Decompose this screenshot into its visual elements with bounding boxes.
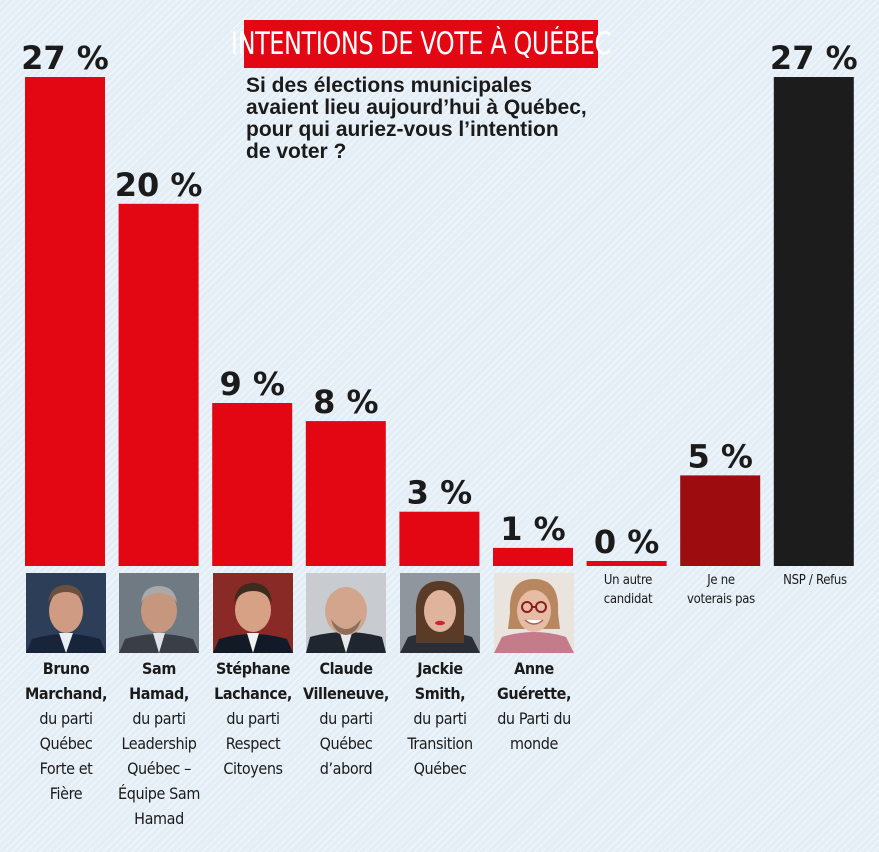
value-label-stephane-lachance: 9 % <box>219 365 284 403</box>
caption-anne-guerette: Anne Guérette, du Parti du monde <box>484 656 584 756</box>
photo-sam-hamad <box>119 573 199 653</box>
candidate-party: Citoyens <box>223 759 283 778</box>
candidate-party: du parti <box>319 709 373 728</box>
value-label-bruno-marchand: 27 % <box>21 39 109 77</box>
caption-bruno-marchand: Bruno Marchand, du parti Québec Forte et… <box>16 656 116 806</box>
subtitle-line: de voter ? <box>246 140 347 163</box>
candidate-party: du Parti du <box>497 709 571 728</box>
candidate-party: Équipe Sam <box>118 784 200 803</box>
photo-stephane-lachance <box>213 573 293 653</box>
caption-stephane-lachance: Stéphane Lachance, du parti Respect Cito… <box>203 656 303 781</box>
subtitle-line: Si des élections municipales <box>246 74 532 97</box>
candidate-party: Leadership <box>121 734 197 753</box>
caption-jackie-smith: Jackie Smith, du parti Transition Québec <box>390 656 490 781</box>
candidate-party: du parti <box>39 709 93 728</box>
value-label-anne-guerette: 1 % <box>500 510 565 548</box>
bar-je-ne-voterais-pas <box>680 475 761 566</box>
subtitle-line: avaient lieu aujourd’hui à Québec, <box>246 96 587 119</box>
label-nsp-refus: NSP / Refus <box>760 571 870 590</box>
photo-anne-guerette <box>494 573 574 653</box>
value-label-nsp-refus: 27 % <box>770 39 858 77</box>
value-label-un-autre-candidat: 0 % <box>594 523 659 561</box>
bar-nsp-refus <box>773 77 854 566</box>
photo-bruno-marchand <box>26 573 106 653</box>
candidate-name: Sam <box>142 659 176 678</box>
value-label-claude-villeneuve: 8 % <box>313 383 378 421</box>
candidate-party: Forte et <box>39 759 93 778</box>
candidate-party: Québec <box>39 734 93 753</box>
photo-jackie-smith <box>400 573 480 653</box>
candidate-name: Hamad, <box>129 684 189 703</box>
candidate-name: Bruno <box>42 659 90 678</box>
category-label: NSP / Refus <box>783 573 847 588</box>
title-banner: INTENTIONS DE VOTE À QUÉBEC <box>231 20 611 68</box>
category-label: candidat <box>603 592 653 607</box>
candidate-party: Québec <box>319 734 373 753</box>
candidate-name: Smith, <box>414 684 466 703</box>
candidate-party: du parti <box>413 709 467 728</box>
bar-un-autre-candidat <box>586 561 667 566</box>
bar-sam-hamad <box>118 203 199 567</box>
candidate-party: Hamad <box>134 809 184 828</box>
bar-stephane-lachance <box>212 403 293 566</box>
photo-claude-villeneuve <box>306 573 386 653</box>
label-would-not-vote: Je ne voterais pas <box>666 571 776 609</box>
candidate-party: Respect <box>225 734 281 753</box>
value-label-je-ne-voterais-pas: 5 % <box>687 437 752 475</box>
candidate-name: Jackie <box>417 659 463 678</box>
chart-title: INTENTIONS DE VOTE À QUÉBEC <box>231 26 611 62</box>
bar-jackie-smith <box>399 511 480 566</box>
category-label: Un autre <box>603 573 653 588</box>
category-label: voterais pas <box>687 592 755 607</box>
subtitle-line: pour qui auriez-vous l’intention <box>246 118 559 141</box>
candidate-party: Transition <box>407 734 473 753</box>
candidate-name: Claude <box>319 659 373 678</box>
bar-anne-guerette <box>493 547 573 566</box>
bar-claude-villeneuve <box>305 421 386 566</box>
value-label-sam-hamad: 20 % <box>115 166 203 204</box>
value-label-jackie-smith: 3 % <box>407 474 472 512</box>
candidate-name: Guérette, <box>496 684 572 703</box>
caption-sam-hamad: Sam Hamad, du parti Leadership Québec – … <box>109 656 209 831</box>
candidate-name: Lachance, <box>214 684 292 703</box>
chart-subtitle: Si des élections municipales avaient lie… <box>246 75 646 163</box>
candidate-party: du parti <box>132 709 186 728</box>
candidate-party: du parti <box>226 709 280 728</box>
candidate-name: Marchand, <box>24 684 108 703</box>
candidate-party: Fière <box>49 784 83 803</box>
bar-bruno-marchand <box>25 77 105 566</box>
candidate-party: Québec – <box>127 759 191 778</box>
candidate-name: Stéphane <box>215 659 291 678</box>
category-label: Je ne <box>707 573 735 588</box>
label-other-candidate: Un autre candidat <box>573 571 683 609</box>
candidate-name: Villeneuve, <box>303 684 389 703</box>
candidate-party: monde <box>510 734 558 753</box>
candidate-party: Québec <box>413 759 467 778</box>
caption-claude-villeneuve: Claude Villeneuve, du parti Québec d’abo… <box>296 656 396 781</box>
candidate-name: Anne <box>514 659 554 678</box>
candidate-party: d’abord <box>319 759 373 778</box>
